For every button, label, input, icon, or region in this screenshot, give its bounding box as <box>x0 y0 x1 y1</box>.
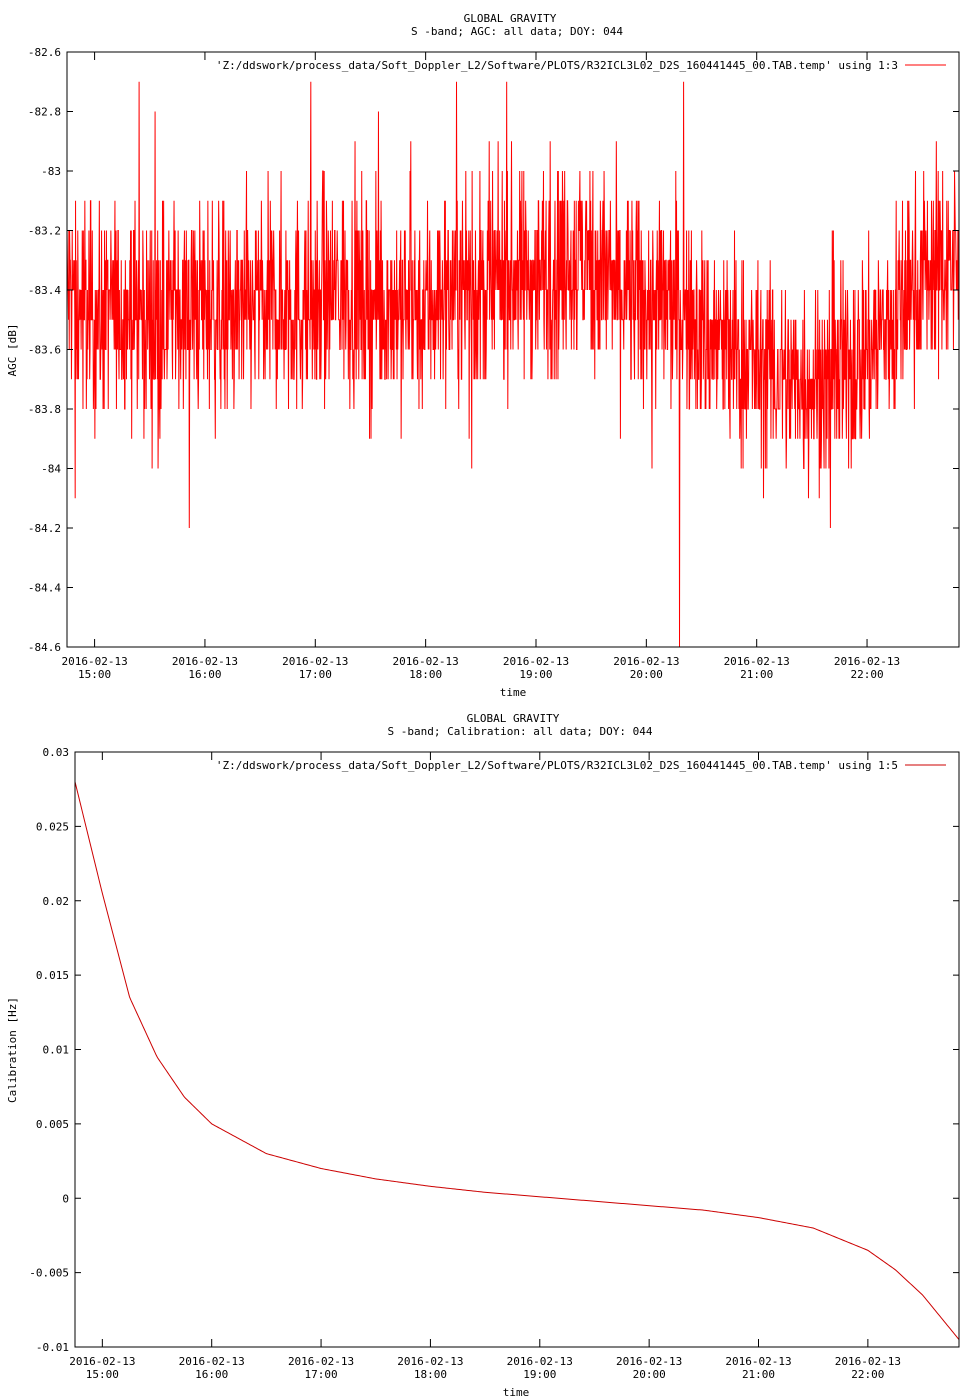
chart-calibration-subtitle: S -band; Calibration: all data; DOY: 044 <box>388 725 653 738</box>
chart-agc-x-tick-date: 2016-02-13 <box>613 655 679 668</box>
chart-agc-x-tick-date: 2016-02-13 <box>393 655 459 668</box>
chart-agc-x-tick-time: 22:00 <box>850 668 883 681</box>
chart-calibration-title: GLOBAL GRAVITY <box>467 712 560 725</box>
chart-agc-x-tick-date: 2016-02-13 <box>724 655 790 668</box>
chart-calibration-y-tick-label: 0.01 <box>43 1044 70 1057</box>
chart-agc-x-tick-time: 15:00 <box>78 668 111 681</box>
chart-agc-y-tick-label: -83.2 <box>28 225 61 238</box>
chart-calibration-x-tick-time: 21:00 <box>742 1368 775 1381</box>
chart-calibration-xlabel: time <box>503 1386 530 1399</box>
chart-calibration-y-ticks: 0.03 0.025 0.02 0.015 0.01 0.005 0 -0.005 -0.01 <box>29 746 959 1354</box>
chart-calibration-x-tick-time: 20:00 <box>633 1368 666 1381</box>
chart-calibration-y-tick-label: 0.005 <box>36 1118 69 1131</box>
chart-calibration-x-tick-date: 2016-02-13 <box>69 1355 135 1368</box>
chart-agc-x-tick-date: 2016-02-13 <box>503 655 569 668</box>
chart-agc-y-tick-label: -83.8 <box>28 403 61 416</box>
chart-calibration-x-tick-date: 2016-02-13 <box>397 1355 463 1368</box>
chart-agc-x-tick-time: 20:00 <box>630 668 663 681</box>
chart-calibration-x-tick-date: 2016-02-13 <box>288 1355 354 1368</box>
chart-agc-x-tick-time: 18:00 <box>409 668 442 681</box>
chart-calibration-ylabel: Calibration [Hz] <box>6 997 19 1103</box>
chart-calibration-x-tick-date: 2016-02-13 <box>179 1355 245 1368</box>
chart-calibration-x-tick-time: 19:00 <box>523 1368 556 1381</box>
chart-agc-series <box>66 81 960 648</box>
chart-agc-x-ticks: 2016-02-1315:002016-02-1316:002016-02-13… <box>61 52 900 681</box>
chart-calibration-x-tick-time: 22:00 <box>851 1368 884 1381</box>
chart-agc-x-tick-time: 17:00 <box>299 668 332 681</box>
chart-agc: GLOBAL GRAVITY S -band; AGC: all data; D… <box>6 12 960 699</box>
chart-agc-x-tick-date: 2016-02-13 <box>172 655 238 668</box>
chart-calibration-series <box>74 781 960 1340</box>
chart-calibration-x-tick-time: 17:00 <box>304 1368 337 1381</box>
chart-agc-y-tick-label: -83.6 <box>28 344 61 357</box>
chart-agc-series-line <box>66 81 960 648</box>
chart-calibration-x-tick-time: 18:00 <box>414 1368 447 1381</box>
chart-agc-subtitle: S -band; AGC: all data; DOY: 044 <box>411 25 623 38</box>
chart-agc-title: GLOBAL GRAVITY <box>464 12 557 25</box>
chart-calibration-legend: 'Z:/ddswork/process_data/Soft_Doppler_L2… <box>216 759 946 772</box>
chart-calibration-x-tick-date: 2016-02-13 <box>507 1355 573 1368</box>
chart-calibration-legend-label: 'Z:/ddswork/process_data/Soft_Doppler_L2… <box>216 759 898 772</box>
chart-agc-x-tick-time: 21:00 <box>740 668 773 681</box>
chart-agc-y-tick-label: -84 <box>41 463 61 476</box>
chart-calibration-x-tick-date: 2016-02-13 <box>835 1355 901 1368</box>
chart-agc-ylabel: AGC [dB] <box>6 324 19 377</box>
chart-agc-x-tick-time: 19:00 <box>519 668 552 681</box>
chart-agc-x-tick-date: 2016-02-13 <box>834 655 900 668</box>
chart-calibration-x-tick-date: 2016-02-13 <box>725 1355 791 1368</box>
chart-calibration-x-tick-time: 15:00 <box>86 1368 119 1381</box>
chart-agc-y-tick-label: -84.6 <box>28 641 61 654</box>
chart-calibration: GLOBAL GRAVITY S -band; Calibration: all… <box>6 712 960 1399</box>
chart-agc-y-tick-label: -83 <box>41 165 61 178</box>
chart-agc-x-tick-date: 2016-02-13 <box>282 655 348 668</box>
chart-calibration-y-tick-label: 0.025 <box>36 820 69 833</box>
chart-calibration-y-tick-label: -0.005 <box>29 1267 69 1280</box>
chart-agc-y-tick-label: -83.4 <box>28 284 61 297</box>
chart-agc-y-tick-label: -84.2 <box>28 522 61 535</box>
chart-agc-x-tick-date: 2016-02-13 <box>61 655 127 668</box>
chart-agc-x-tick-time: 16:00 <box>188 668 221 681</box>
chart-agc-legend: 'Z:/ddswork/process_data/Soft_Doppler_L2… <box>216 59 946 72</box>
chart-agc-y-tick-label: -82.8 <box>28 106 61 119</box>
chart-agc-y-tick-label: -84.4 <box>28 582 61 595</box>
chart-calibration-plot-frame <box>74 751 960 1348</box>
chart-calibration-y-tick-label: -0.01 <box>36 1341 69 1354</box>
chart-agc-legend-label: 'Z:/ddswork/process_data/Soft_Doppler_L2… <box>216 59 898 72</box>
chart-calibration-y-tick-label: 0.015 <box>36 969 69 982</box>
chart-agc-y-tick-label: -82.6 <box>28 46 61 59</box>
chart-calibration-x-ticks: 2016-02-1315:002016-02-1316:002016-02-13… <box>69 752 901 1381</box>
chart-calibration-x-tick-date: 2016-02-13 <box>616 1355 682 1368</box>
chart-calibration-y-tick-label: 0 <box>62 1192 69 1205</box>
chart-calibration-series-line <box>74 781 960 1340</box>
chart-calibration-x-tick-time: 16:00 <box>195 1368 228 1381</box>
chart-agc-xlabel: time <box>500 686 527 699</box>
chart-agc-y-ticks: -82.6 -82.8 -83 -83.2 -83.4 -83.6 -83.8 -84 -84.… <box>28 46 959 654</box>
chart-calibration-y-tick-label: 0.02 <box>43 895 70 908</box>
chart-calibration-y-tick-label: 0.03 <box>43 746 70 759</box>
